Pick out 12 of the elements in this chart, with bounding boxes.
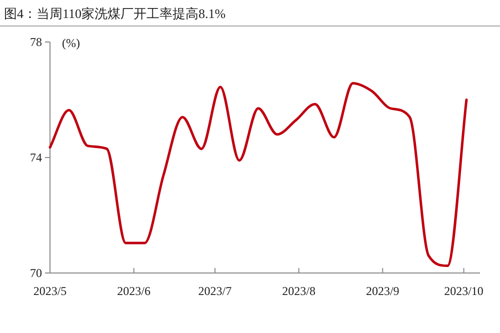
y-axis-title: (%)	[62, 36, 80, 50]
line-series	[48, 82, 468, 268]
x-tick-label: 2023/9	[366, 284, 400, 298]
x-tick-label: 2023/6	[117, 284, 151, 298]
y-tick-label: 78	[30, 35, 42, 49]
y-tick-label: 70	[30, 266, 42, 280]
x-tick-label: 2023/10	[444, 284, 484, 298]
x-tick-label: 2023/5	[33, 284, 67, 298]
x-tick-label: 2023/8	[282, 284, 316, 298]
y-tick-label: 74	[30, 150, 42, 164]
chart-title: 图4：当周110家洗煤厂开工率提高8.1%	[4, 6, 226, 21]
x-tick-label: 2023/7	[198, 284, 232, 298]
